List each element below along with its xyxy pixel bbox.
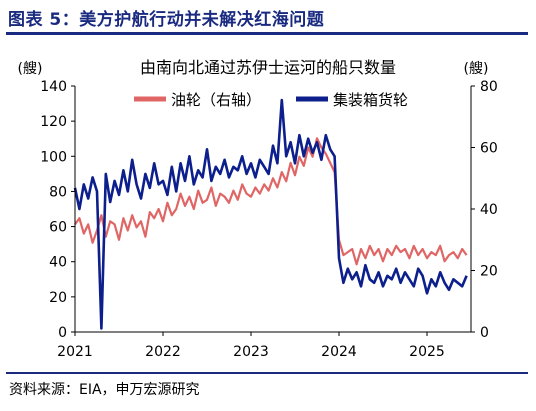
title-rule — [6, 32, 528, 35]
right-unit-label: (艘) — [464, 61, 489, 77]
right-tick-label: 40 — [480, 202, 498, 218]
left-tick-label: 20 — [49, 290, 67, 306]
right-tick-label: 0 — [480, 325, 489, 341]
chart-title: 由南向北通过苏伊士运河的船只数量 — [140, 58, 396, 77]
plot-area: 0 20 40 60 80 100 120 140 0 20 40 60 80 2021 2022 2023 2… — [40, 79, 498, 360]
source-note: 资料来源：EIA，申万宏源研究 — [9, 382, 200, 398]
chart: 由南向北通过苏伊士运河的船只数量 (艘) (艘) 0 20 40 60 80 100 120… — [18, 58, 498, 360]
left-tick-label: 60 — [49, 220, 67, 236]
right-tick-label: 20 — [480, 264, 498, 280]
x-tick-label: 2023 — [233, 344, 269, 360]
left-tick-label: 120 — [40, 114, 67, 130]
container-series-line — [73, 98, 468, 330]
left-tick-label: 40 — [49, 255, 67, 271]
right-tick-label: 80 — [480, 79, 498, 95]
legend-tanker-label: 油轮（右轴） — [171, 91, 261, 109]
legend-container-label: 集装箱货轮 — [333, 91, 408, 109]
left-tick-label: 80 — [49, 184, 67, 200]
legend: 油轮（右轴） 集装箱货轮 — [134, 91, 408, 109]
x-tick-label: 2022 — [145, 344, 181, 360]
right-tick-label: 60 — [480, 141, 498, 157]
left-unit-label: (艘) — [18, 61, 43, 77]
left-tick-label: 140 — [40, 79, 67, 95]
x-tick-label: 2021 — [57, 344, 93, 360]
x-tick-label: 2025 — [409, 344, 445, 360]
figure-title: 图表 5：美方护航行动并未解决红海问题 — [8, 10, 325, 30]
tanker-series-line — [74, 137, 468, 266]
left-tick-label: 100 — [40, 149, 67, 165]
x-tick-label: 2024 — [321, 344, 357, 360]
source-rule — [6, 372, 528, 374]
left-tick-label: 0 — [58, 325, 67, 341]
